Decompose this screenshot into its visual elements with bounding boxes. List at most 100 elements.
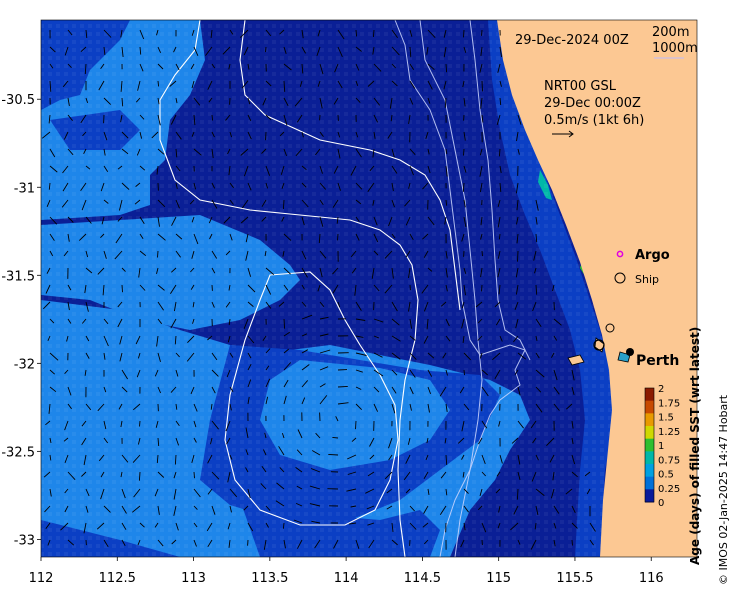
current-vector	[211, 250, 218, 259]
current-vector	[229, 352, 234, 358]
current-vector	[64, 369, 69, 375]
current-vector	[309, 503, 321, 507]
current-vector	[427, 148, 430, 155]
plot-frame	[40, 19, 698, 558]
current-vector	[174, 454, 177, 465]
current-vector	[423, 301, 429, 312]
current-vector	[151, 131, 159, 139]
current-vector	[45, 522, 51, 529]
current-vector	[373, 369, 384, 377]
current-vector	[62, 182, 69, 192]
current-vector	[373, 131, 376, 139]
current-vector	[67, 403, 72, 410]
current-vector	[139, 216, 145, 225]
current-vector	[49, 63, 54, 69]
current-vector	[355, 216, 360, 223]
current-vector	[301, 199, 309, 208]
current-vector	[207, 454, 213, 464]
current-vector	[319, 366, 329, 371]
current-vector	[278, 446, 285, 456]
current-vector	[85, 267, 93, 274]
current-vector	[296, 485, 303, 490]
current-vector	[120, 114, 123, 123]
current-vector	[492, 352, 501, 361]
current-vector	[445, 199, 448, 206]
current-vector	[296, 114, 303, 123]
current-vector	[193, 233, 199, 245]
current-vector	[62, 165, 69, 174]
current-vector	[461, 454, 465, 460]
current-vector	[386, 505, 393, 510]
current-vector	[514, 369, 519, 375]
current-vector	[319, 383, 326, 388]
current-vector	[173, 488, 177, 500]
colorbar-swatch	[645, 464, 654, 478]
current-vector	[117, 165, 123, 170]
colorbar-swatch	[645, 426, 654, 440]
current-vector	[45, 420, 51, 426]
current-vector	[49, 318, 55, 324]
current-vector	[405, 216, 411, 226]
current-vector	[337, 46, 343, 57]
current-vector	[245, 467, 249, 473]
current-vector	[337, 301, 341, 308]
current-vector	[120, 471, 123, 478]
current-vector	[229, 505, 232, 513]
current-vector	[281, 216, 285, 222]
current-vector	[157, 46, 162, 53]
current-vector	[445, 284, 448, 292]
current-vector	[283, 284, 289, 291]
argo-label: Argo	[635, 248, 670, 263]
current-vector	[191, 29, 195, 36]
current-vector	[533, 250, 537, 261]
current-vector	[337, 385, 348, 388]
current-vector	[229, 454, 233, 460]
current-vector	[247, 97, 251, 105]
current-vector	[265, 396, 269, 405]
colorbar: 2 1.75 1.5 1.25 1 0.75 0.5 0.25 0	[644, 384, 680, 509]
current-vector	[319, 267, 323, 278]
current-vector	[515, 284, 519, 295]
current-vector	[301, 301, 307, 307]
current-vector	[463, 97, 466, 107]
current-vector	[355, 148, 362, 158]
current-vector	[133, 488, 141, 498]
current-vector	[365, 488, 375, 494]
current-vector	[423, 250, 429, 258]
current-vector	[132, 454, 141, 463]
current-vector	[517, 454, 521, 465]
current-vector	[170, 318, 177, 329]
current-vector	[281, 182, 285, 189]
current-vector	[463, 505, 469, 513]
current-vector	[316, 46, 321, 57]
current-vector	[499, 165, 502, 174]
current-vector	[229, 29, 234, 35]
current-vector	[193, 46, 199, 56]
current-vector	[61, 199, 69, 208]
current-vector	[553, 369, 558, 381]
current-vector	[515, 182, 519, 194]
current-vector	[351, 437, 357, 442]
current-vector	[85, 403, 92, 411]
current-vector	[391, 199, 395, 208]
current-vector	[279, 467, 285, 473]
current-vector	[481, 250, 483, 257]
current-vector	[463, 488, 469, 494]
current-vector	[426, 437, 429, 444]
current-vector	[497, 216, 501, 228]
x-tick-label: 112	[29, 571, 54, 586]
current-vector	[480, 267, 483, 278]
current-vector	[64, 454, 69, 464]
current-vector	[118, 403, 123, 410]
current-vector	[386, 488, 393, 494]
current-vector	[334, 63, 339, 73]
current-vector	[49, 46, 56, 53]
current-vector	[229, 386, 234, 393]
current-vector	[445, 165, 448, 177]
current-vector	[247, 267, 252, 277]
current-vector	[193, 420, 197, 428]
current-vector	[494, 301, 501, 308]
current-vector	[211, 182, 216, 189]
current-vector	[49, 352, 59, 361]
current-vector	[117, 318, 123, 328]
